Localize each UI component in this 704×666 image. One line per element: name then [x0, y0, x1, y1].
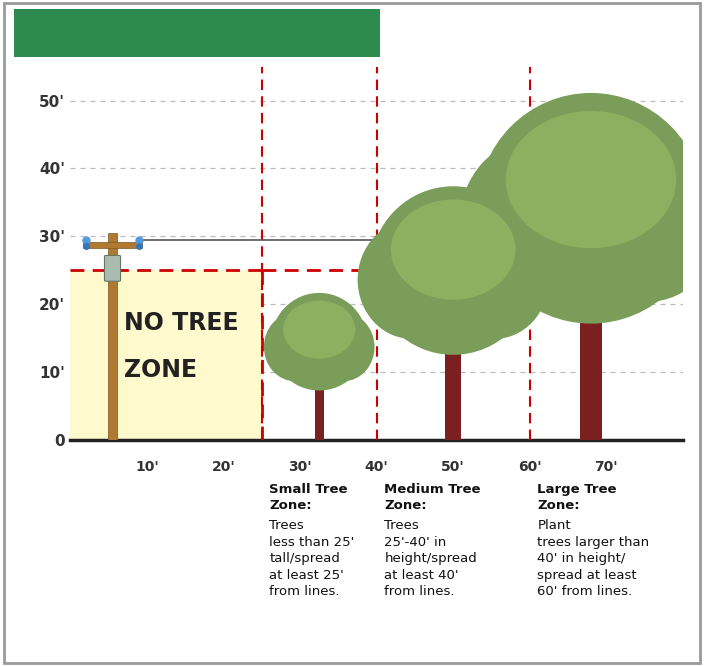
Ellipse shape	[529, 115, 631, 202]
Text: Large Tree
Zone:: Large Tree Zone:	[537, 483, 617, 512]
Ellipse shape	[370, 186, 536, 355]
Text: 70': 70'	[594, 460, 618, 474]
Bar	[315, 376, 324, 440]
Ellipse shape	[408, 202, 482, 266]
Text: Tree Planting Guide: Tree Planting Guide	[36, 19, 360, 47]
Text: 40': 40'	[365, 460, 389, 474]
Ellipse shape	[391, 200, 515, 300]
FancyBboxPatch shape	[0, 5, 410, 61]
Bar	[580, 291, 602, 440]
FancyBboxPatch shape	[104, 256, 120, 281]
Text: Small Tree
Zone:: Small Tree Zone:	[270, 483, 348, 512]
Ellipse shape	[574, 140, 704, 302]
Text: 60': 60'	[518, 460, 541, 474]
Text: 20': 20'	[212, 460, 235, 474]
Bar	[70, 270, 262, 440]
Bar	[445, 331, 461, 440]
Ellipse shape	[358, 220, 465, 339]
Ellipse shape	[460, 140, 608, 302]
Text: 50': 50'	[441, 460, 465, 474]
Ellipse shape	[293, 302, 336, 339]
Ellipse shape	[312, 313, 375, 381]
Text: NO TREE: NO TREE	[124, 311, 239, 335]
Ellipse shape	[505, 111, 677, 248]
Bar	[108, 232, 117, 440]
Ellipse shape	[283, 300, 356, 358]
Text: Medium Tree
Zone:: Medium Tree Zone:	[384, 483, 481, 512]
Text: Plant
trees larger than
40' in height/
spread at least
60' from lines.: Plant trees larger than 40' in height/ s…	[537, 519, 650, 599]
Text: ZONE: ZONE	[124, 358, 197, 382]
Ellipse shape	[477, 93, 704, 324]
Ellipse shape	[264, 313, 327, 381]
Text: 30': 30'	[288, 460, 312, 474]
Text: 10': 10'	[135, 460, 159, 474]
Text: Trees
less than 25'
tall/spread
at least 25'
from lines.: Trees less than 25' tall/spread at least…	[270, 519, 355, 599]
Ellipse shape	[271, 293, 367, 390]
Text: Trees
25'-40' in
height/spread
at least 40'
from lines.: Trees 25'-40' in height/spread at least …	[384, 519, 477, 599]
Bar	[83, 242, 142, 248]
Ellipse shape	[441, 220, 548, 339]
